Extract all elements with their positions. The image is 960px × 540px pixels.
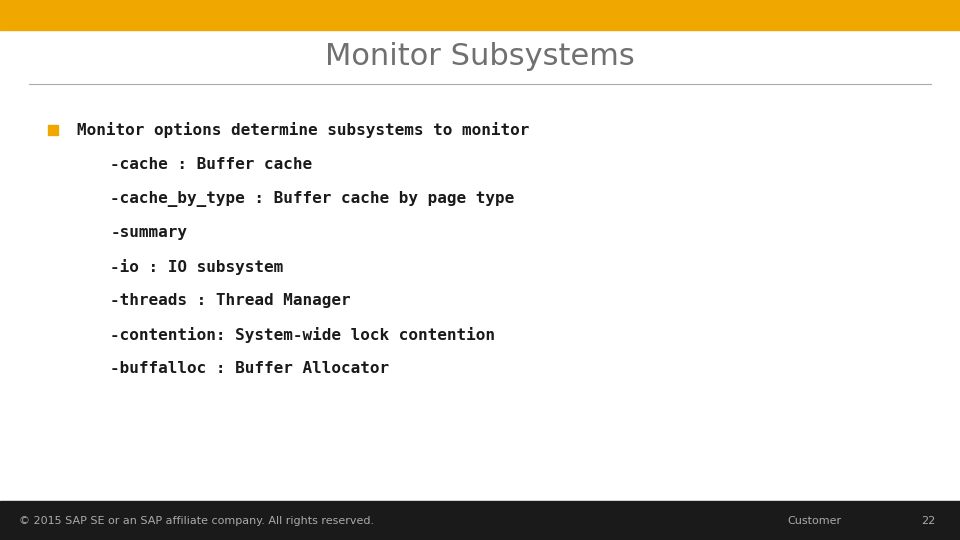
Text: -cache_by_type : Buffer cache by page type: -cache_by_type : Buffer cache by page ty… <box>110 191 515 207</box>
Text: -cache : Buffer cache: -cache : Buffer cache <box>110 157 313 172</box>
Text: -summary: -summary <box>110 225 187 240</box>
Text: Monitor options determine subsystems to monitor: Monitor options determine subsystems to … <box>77 122 529 138</box>
Text: -io : IO subsystem: -io : IO subsystem <box>110 259 283 275</box>
Text: Monitor Subsystems: Monitor Subsystems <box>325 42 635 71</box>
Text: -contention: System-wide lock contention: -contention: System-wide lock contention <box>110 327 495 343</box>
FancyBboxPatch shape <box>0 0 960 30</box>
Text: Customer: Customer <box>787 516 841 525</box>
Text: © 2015 SAP SE or an SAP affiliate company. All rights reserved.: © 2015 SAP SE or an SAP affiliate compan… <box>19 516 374 525</box>
FancyBboxPatch shape <box>0 501 960 540</box>
Text: -buffalloc : Buffer Allocator: -buffalloc : Buffer Allocator <box>110 361 390 376</box>
Text: 22: 22 <box>922 516 936 525</box>
Text: -threads : Thread Manager: -threads : Thread Manager <box>110 293 351 308</box>
